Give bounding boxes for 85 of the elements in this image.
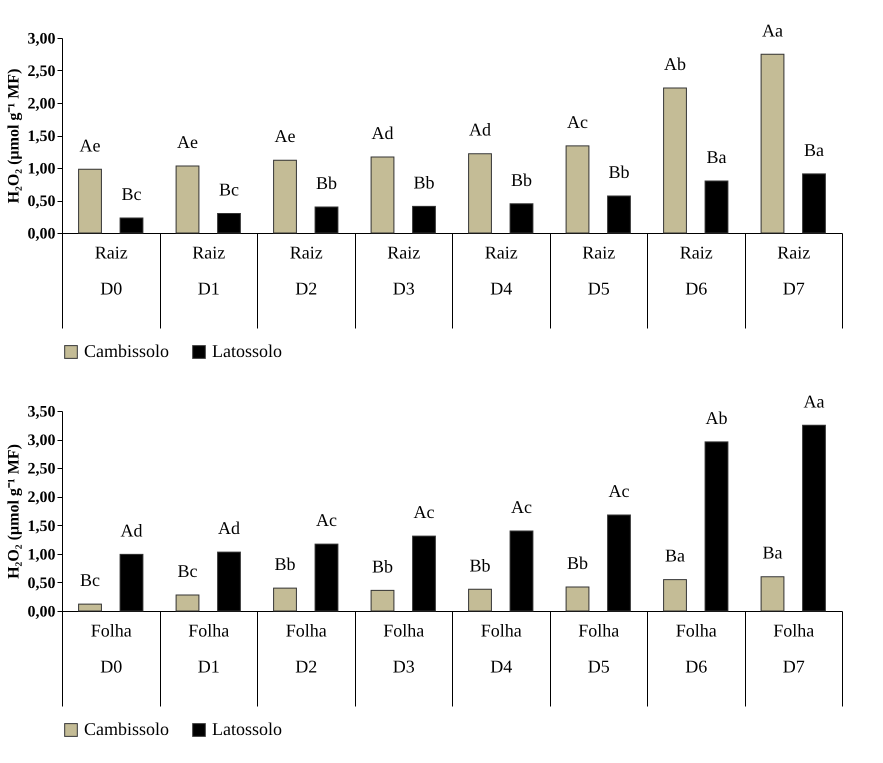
data-label: Ae [177,132,198,152]
x-tick-label: Raiz D6 [680,242,713,298]
legend-label: Cambissolo [84,719,170,739]
x-tick-label: Raiz D1 [192,242,226,298]
bar [273,588,297,612]
data-label: Ba [804,140,824,160]
data-label: Bc [80,570,100,590]
x-tick-label: Folha D2 [286,620,327,676]
legend-label: Latossolo [212,719,282,739]
data-label: Ac [567,112,588,132]
data-label: Ae [80,135,101,156]
data-label: Bc [178,561,198,581]
y-tick-label: 3,50 [28,404,56,420]
x-tick-label: Folha D3 [383,620,424,676]
y-tick-label: 2,50 [28,63,56,80]
data-label: Ac [510,497,532,517]
bar [468,153,492,234]
y-axis-title: H₂O₂ (µmol g⁻¹ MF) [6,444,22,579]
y-tick-label: 0,50 [28,193,56,210]
bar [760,576,784,612]
data-label: Aa [803,391,824,412]
x-tick-label: Folha D0 [90,620,132,676]
data-label: Bb [274,554,296,574]
data-label: Ad [469,120,492,140]
bar [468,588,492,612]
x-tick-label: Folha D1 [188,620,230,676]
data-label: Ad [372,122,394,143]
data-label: Bb [372,556,394,576]
data-label: Bc [121,184,142,204]
bar [78,604,102,612]
x-tick-label: Raiz D0 [94,242,128,298]
y-axis-title: H₂O₂ (µmol g⁻¹ MF) [6,68,22,204]
y-tick-label: 3,00 [28,432,56,450]
bar [760,54,784,234]
data-label: Bb [608,162,630,182]
bar [663,579,687,612]
x-tick-label: Raiz D7 [777,242,810,298]
bar [176,166,200,234]
data-label: Ba [706,147,726,167]
data-label: Bc [218,180,239,200]
data-label: Bb [413,172,435,192]
bar [370,590,394,612]
bar [176,594,200,612]
x-tick-label: Raiz D5 [582,242,616,298]
data-label: Ad [218,518,240,538]
x-tick-label: Raiz D3 [387,242,420,298]
y-tick-label: 2,50 [28,460,56,478]
bar [566,586,590,612]
data-label: Bb [469,555,491,576]
x-tick-label: Raiz D2 [290,242,323,298]
bar [370,156,394,234]
legend-label: Latossolo [212,341,282,361]
bar [663,88,687,234]
data-label: Ac [608,481,630,501]
y-tick-label: 1,50 [28,128,56,145]
data-label: Ad [120,520,142,540]
y-tick-label: 1,50 [28,518,56,535]
y-tick-label: 1,00 [28,546,56,564]
data-label: Ae [274,126,296,146]
x-tick-label: Folha D4 [480,620,522,676]
data-label: Bb [510,170,532,190]
x-tick-label: Folha D5 [578,620,620,676]
data-label: Ab [705,408,728,428]
data-label: Ab [664,54,686,74]
bar [78,168,102,234]
y-tick-label: 1,00 [28,160,56,178]
bar [273,160,297,234]
y-tick-label: 3,00 [28,30,56,48]
bar [566,145,590,234]
data-label: Ba [665,546,686,566]
legend-label: Cambissolo [84,341,170,361]
data-label: Bb [566,553,588,573]
data-label: Ac [316,510,337,530]
data-label: Aa [762,20,784,40]
y-tick-label: 2,00 [28,489,56,506]
x-tick-label: Raiz D4 [484,242,518,298]
y-tick-label: 2,00 [28,96,56,112]
y-tick-label: 0,00 [28,604,56,620]
y-tick-label: 0,50 [28,574,56,592]
x-tick-label: Folha D6 [676,620,717,676]
x-tick-label: Folha D7 [773,620,814,676]
data-label: Bb [316,173,338,193]
data-label: Ba [762,542,783,563]
data-label: Ac [413,502,434,522]
y-tick-label: 0,00 [28,226,56,242]
